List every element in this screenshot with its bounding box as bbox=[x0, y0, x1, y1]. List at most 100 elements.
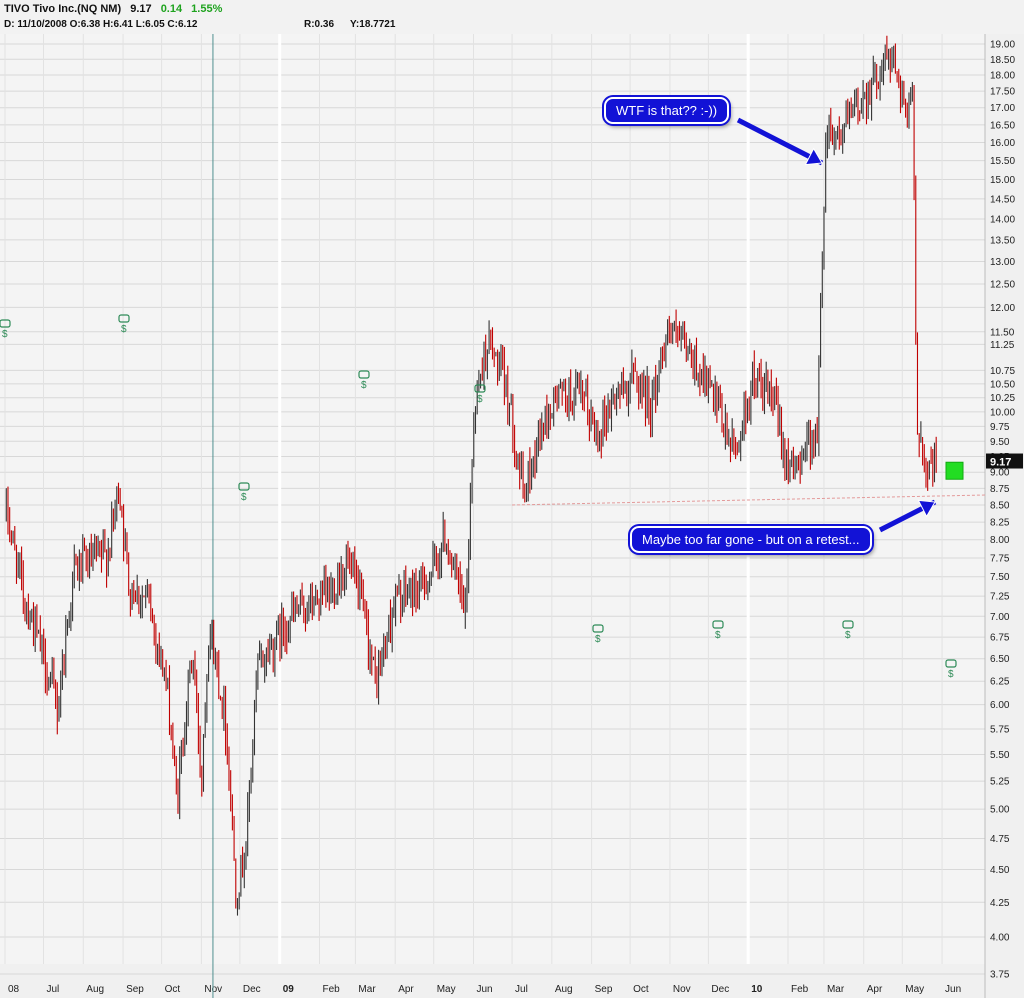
y-tick-label-14: 12.00 bbox=[990, 303, 1015, 314]
y-tick-label-0: 19.00 bbox=[990, 40, 1015, 51]
dollar-icon: $ bbox=[948, 669, 954, 680]
last-price-tag-label: 9.17 bbox=[990, 457, 1011, 469]
phone-icon-shape bbox=[712, 620, 724, 629]
y-tick-label-3: 17.50 bbox=[990, 87, 1015, 98]
y-tick-label-44: 4.00 bbox=[990, 933, 1010, 944]
y-tick-label-35: 6.25 bbox=[990, 677, 1010, 688]
y-value: Y:18.7721 bbox=[350, 19, 396, 30]
x-tick-label-16: Oct bbox=[633, 984, 649, 995]
plot-area bbox=[0, 34, 985, 964]
x-tick-label-22: Apr bbox=[867, 984, 883, 995]
y-tick-label-24: 9.00 bbox=[990, 468, 1010, 479]
earnings-phone-icon: $ bbox=[945, 659, 957, 680]
y-tick-label-26: 8.50 bbox=[990, 501, 1010, 512]
y-tick-label-27: 8.25 bbox=[990, 518, 1010, 529]
y-tick-label-10: 14.00 bbox=[990, 215, 1015, 226]
last-price: 9.17 bbox=[130, 3, 152, 15]
x-tick-label-9: Mar bbox=[358, 984, 376, 995]
x-tick-label-18: Dec bbox=[711, 984, 729, 995]
y-tick-label-40: 5.00 bbox=[990, 805, 1010, 816]
x-tick-label-6: Dec bbox=[243, 984, 261, 995]
phone-icon-shape bbox=[945, 659, 957, 668]
phone-icon-shape bbox=[0, 319, 11, 328]
y-tick-label-22: 9.50 bbox=[990, 437, 1010, 448]
dollar-icon: $ bbox=[477, 394, 483, 405]
dollar-icon: $ bbox=[241, 492, 247, 503]
last-bar-marker bbox=[945, 461, 964, 480]
y-tick-label-8: 15.00 bbox=[990, 175, 1015, 186]
y-tick-label-19: 10.25 bbox=[990, 393, 1015, 404]
support-trendline bbox=[512, 494, 986, 506]
earnings-phone-icon: $ bbox=[712, 620, 724, 641]
x-tick-label-4: Oct bbox=[165, 984, 181, 995]
earnings-phone-icon: $ bbox=[238, 482, 250, 503]
y-tick-label-45: 3.75 bbox=[990, 969, 1010, 980]
x-tick-label-3: Sep bbox=[126, 984, 144, 995]
phone-icon-shape bbox=[358, 370, 370, 379]
y-tick-label-33: 6.75 bbox=[990, 633, 1010, 644]
y-tick-label-42: 4.50 bbox=[990, 865, 1010, 876]
phone-icon-shape bbox=[474, 384, 486, 393]
x-tick-label-19: 10 bbox=[751, 984, 763, 995]
y-tick-label-31: 7.25 bbox=[990, 592, 1010, 603]
x-tick-label-2: Aug bbox=[86, 984, 104, 995]
y-tick-label-21: 9.75 bbox=[990, 422, 1010, 433]
y-tick-label-20: 10.00 bbox=[990, 407, 1015, 418]
ticker-name: TIVO Tivo Inc.(NQ NM) bbox=[4, 3, 122, 15]
x-tick-label-10: Apr bbox=[398, 984, 414, 995]
x-tick-label-20: Feb bbox=[791, 984, 809, 995]
phone-icon-shape bbox=[592, 624, 604, 633]
last-price-tag bbox=[986, 453, 1023, 469]
arrow-head bbox=[917, 499, 936, 518]
dollar-icon: $ bbox=[845, 630, 851, 641]
y-tick-label-25: 8.75 bbox=[990, 484, 1010, 495]
y-tick-label-28: 8.00 bbox=[990, 535, 1010, 546]
y-tick-label-43: 4.25 bbox=[990, 898, 1010, 909]
y-tick-label-39: 5.25 bbox=[990, 777, 1010, 788]
y-tick-label-41: 4.75 bbox=[990, 834, 1010, 845]
arrow-to-spike bbox=[736, 117, 824, 166]
y-tick-label-29: 7.75 bbox=[990, 553, 1010, 564]
x-tick-label-14: Aug bbox=[555, 984, 573, 995]
x-tick-label-13: Jul bbox=[515, 984, 528, 995]
ticker-line: TIVO Tivo Inc.(NQ NM) 9.17 0.14 1.55% bbox=[4, 3, 222, 15]
arrow-head bbox=[804, 147, 823, 166]
y-tick-label-18: 10.50 bbox=[990, 379, 1015, 390]
y-tick-label-36: 6.00 bbox=[990, 700, 1010, 711]
earnings-phone-icon: $ bbox=[358, 370, 370, 391]
y-tick-label-13: 12.50 bbox=[990, 279, 1015, 290]
ohlc-values: D: 11/10/2008 O:6.38 H:6.41 L:6.05 C:6.1… bbox=[4, 19, 198, 30]
y-tick-label-5: 16.50 bbox=[990, 120, 1015, 131]
phone-icon-shape bbox=[118, 314, 130, 323]
y-tick-label-17: 10.75 bbox=[990, 366, 1015, 377]
price-change-pct: 1.55% bbox=[191, 3, 223, 15]
y-tick-label-2: 18.00 bbox=[990, 70, 1015, 81]
x-tick-label-1: Jul bbox=[47, 984, 60, 995]
x-tick-label-17: Nov bbox=[673, 984, 691, 995]
y-tick-label-16: 11.25 bbox=[990, 340, 1015, 351]
y-tick-label-9: 14.50 bbox=[990, 194, 1015, 205]
phone-icon-shape bbox=[842, 620, 854, 629]
x-tick-label-15: Sep bbox=[595, 984, 613, 995]
x-tick-label-23: May bbox=[905, 984, 924, 995]
y-tick-label-37: 5.75 bbox=[990, 725, 1010, 736]
x-tick-label-8: Feb bbox=[322, 984, 340, 995]
y-tick-label-6: 16.00 bbox=[990, 138, 1015, 149]
arrow-shaft bbox=[736, 117, 824, 166]
ohlc-line: D: 11/10/2008 O:6.38 H:6.41 L:6.05 C:6.1… bbox=[4, 19, 395, 30]
candles bbox=[5, 35, 937, 916]
price-chart[interactable]: 19.00 18.50 18.00 17.50 17.00 16.50 16.00 15.50… bbox=[0, 34, 1024, 998]
y-tick-label-12: 13.00 bbox=[990, 257, 1015, 268]
dollar-icon: $ bbox=[2, 329, 8, 340]
y-tick-label-32: 7.00 bbox=[990, 612, 1010, 623]
price-axis-area bbox=[985, 34, 1024, 998]
annotation-callout-spike: WTF is that?? :-)) bbox=[604, 97, 730, 124]
x-tick-label-12: Jun bbox=[477, 984, 493, 995]
earnings-phone-icon: $ bbox=[592, 624, 604, 645]
phone-icon-shape bbox=[238, 482, 250, 491]
y-tick-label-30: 7.50 bbox=[990, 572, 1010, 583]
x-tick-label-7: 09 bbox=[283, 984, 295, 995]
y-tick-label-11: 13.50 bbox=[990, 235, 1015, 246]
earnings-phone-icon: $ bbox=[0, 319, 11, 340]
y-tick-label-38: 5.50 bbox=[990, 750, 1010, 761]
